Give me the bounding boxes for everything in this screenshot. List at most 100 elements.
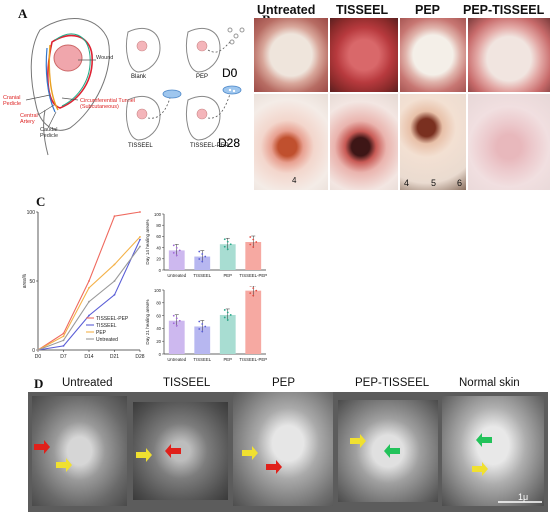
data-point xyxy=(201,253,204,255)
series-point xyxy=(62,335,65,338)
yellow-arrow-icon xyxy=(350,434,366,448)
category-label: Untreated xyxy=(167,357,186,362)
ruler-digit-2: 4 xyxy=(404,178,410,188)
data-point xyxy=(175,254,178,257)
group-label-tisseel-pep: TISSEEL-PEP xyxy=(190,143,229,149)
panel-a-label: A xyxy=(18,6,28,21)
data-point xyxy=(198,328,201,330)
d-col-label-untreated: Untreated xyxy=(62,377,113,389)
y-tick-label: 40 xyxy=(156,326,161,331)
series-point xyxy=(62,339,65,342)
bar-tisseel xyxy=(194,326,211,354)
photo-untreated-d28 xyxy=(254,94,328,190)
bar-tisseel-pep xyxy=(245,242,262,270)
category-label: TISSEEL-PEP xyxy=(239,357,267,362)
yellow-arrow-icon xyxy=(136,448,152,462)
bar-chart-day14: 0 20 40 60 80 100 Day 14 healing area% Untreate… xyxy=(145,212,267,278)
data-point xyxy=(172,314,175,317)
series-point xyxy=(37,349,39,351)
bar-untreated xyxy=(168,320,185,354)
row-label-d28: D28 xyxy=(218,136,241,150)
d-col-label-pep-tisseel: PEP-TISSEEL xyxy=(355,377,430,389)
y-tick-label: 80 xyxy=(156,223,161,228)
y-tick-label: 100 xyxy=(27,210,36,216)
data-point xyxy=(252,294,255,297)
bar-tisseel xyxy=(194,256,211,270)
bar-pep xyxy=(219,244,236,270)
series-point xyxy=(62,332,65,335)
series-point xyxy=(113,280,116,282)
col-label-tisseel: TISSEEL xyxy=(336,3,389,17)
y-tick-label: 40 xyxy=(156,245,161,250)
data-point xyxy=(204,255,207,258)
series-point xyxy=(139,211,141,213)
micro-untreated xyxy=(32,396,127,506)
y-tick-label: 60 xyxy=(156,234,161,239)
group-label-pep: PEP xyxy=(196,74,209,80)
col-label-untreated: Untreated xyxy=(257,3,316,17)
arrow-overlays xyxy=(34,433,542,503)
data-point xyxy=(201,330,204,333)
x-tick-label: D0 xyxy=(35,354,42,360)
data-point xyxy=(249,243,252,246)
series-point xyxy=(113,263,116,266)
green-arrow-icon xyxy=(384,444,400,458)
panel-c-label: C xyxy=(36,194,46,209)
legend-label: PEP xyxy=(96,330,107,336)
x-tick-label: D14 xyxy=(84,354,93,360)
data-point xyxy=(178,249,181,252)
series-point xyxy=(88,287,90,289)
legend-label: TISSEEL xyxy=(96,323,117,329)
ruler-digit-1: 4 xyxy=(292,176,297,185)
data-point xyxy=(201,260,204,263)
group-schematics xyxy=(125,27,245,141)
col-label-pep: PEP xyxy=(415,3,441,17)
data-point xyxy=(252,246,255,248)
data-point xyxy=(178,319,181,322)
d-col-label-normal-skin: Normal skin xyxy=(459,377,520,389)
micro-pep xyxy=(233,392,333,506)
line-chart: 0 50 100 D0 D7 D14 D21 D28 area% TISSEEL-PEPTISSE… xyxy=(22,210,145,360)
label-caudal-pedicle: Caudal Pedicle xyxy=(40,127,59,139)
data-point xyxy=(249,292,252,295)
data-point xyxy=(226,319,229,321)
series-line-tisseel xyxy=(37,239,141,351)
legend-label: Untreated xyxy=(96,337,118,343)
bar-untreated xyxy=(168,250,185,270)
data-point xyxy=(172,322,175,325)
data-point xyxy=(172,252,175,254)
series-point xyxy=(139,235,141,238)
red-arrow-icon xyxy=(34,440,50,454)
data-point xyxy=(229,243,232,246)
series-point xyxy=(139,245,141,248)
photo-untreated-d0 xyxy=(254,18,328,92)
schematic-tisseel xyxy=(125,89,182,141)
y-tick-label: 20 xyxy=(156,339,161,344)
red-arrow-icon xyxy=(266,460,282,474)
data-point xyxy=(229,314,232,316)
data-point xyxy=(198,258,201,260)
data-point xyxy=(223,238,226,241)
category-label: TISSEEL-PEP xyxy=(239,273,267,278)
series-line-pep xyxy=(37,236,141,351)
photo-tisseel-d28 xyxy=(330,94,398,190)
series-point xyxy=(62,344,65,347)
data-point xyxy=(252,238,255,241)
data-point xyxy=(172,244,175,247)
series-point xyxy=(139,238,141,241)
y-axis-label: area% xyxy=(22,273,28,288)
category-label: PEP xyxy=(223,357,232,362)
series-point xyxy=(88,300,90,303)
yellow-arrow-icon xyxy=(56,458,72,472)
y-tick-label: 50 xyxy=(29,279,35,285)
schematic-tisseel-pep xyxy=(185,85,242,141)
data-point xyxy=(198,320,201,323)
ruler-digit-4: 6 xyxy=(457,178,463,188)
data-point xyxy=(204,325,207,328)
data-point xyxy=(223,245,226,248)
group-label-tisseel: TISSEEL xyxy=(128,143,153,149)
series-point xyxy=(88,280,90,282)
row-label-d28-outer: D28 xyxy=(218,136,241,150)
y-tick-label: 60 xyxy=(156,313,161,318)
data-point xyxy=(255,241,258,243)
